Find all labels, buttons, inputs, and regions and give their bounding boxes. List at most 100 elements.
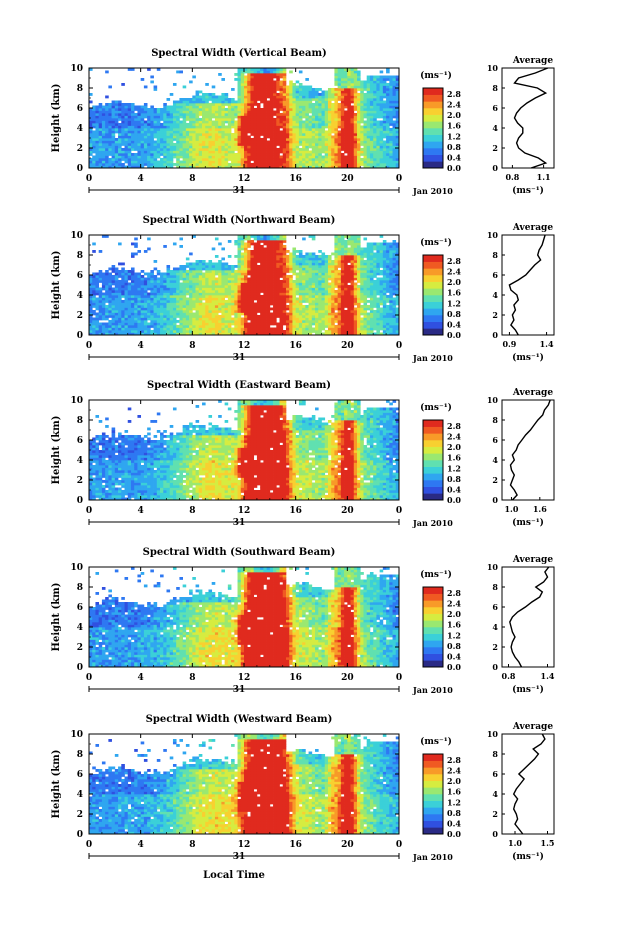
heatmap-cell xyxy=(137,106,141,109)
heatmap-cell xyxy=(344,93,348,96)
heatmap-cell xyxy=(260,98,264,101)
heatmap-cell xyxy=(183,161,187,164)
heatmap-cell xyxy=(283,151,287,154)
heatmap-cell xyxy=(95,161,99,164)
heatmap-cell xyxy=(128,146,132,149)
heatmap-cell xyxy=(276,158,280,161)
heatmap-cell xyxy=(351,101,355,104)
heatmap-cell xyxy=(199,136,203,139)
heatmap-cell xyxy=(228,133,232,136)
heatmap-cell xyxy=(305,158,309,161)
heatmap-cell xyxy=(292,83,296,86)
heatmap-cell xyxy=(305,96,309,99)
heatmap-cell xyxy=(163,141,167,144)
heatmap-cell xyxy=(296,158,300,161)
heatmap-cell xyxy=(118,118,122,121)
heatmap-cell xyxy=(95,128,99,131)
heatmap-cell xyxy=(115,146,119,149)
heatmap-cell xyxy=(89,143,93,146)
heatmap-cell xyxy=(328,91,332,94)
heatmap-cell xyxy=(167,136,171,139)
heatmap-cell xyxy=(176,163,180,166)
heatmap-cell xyxy=(338,161,342,164)
heatmap-cell xyxy=(89,141,93,144)
heatmap-cell xyxy=(241,86,245,89)
heatmap-cell xyxy=(231,148,235,151)
heatmap-cell xyxy=(244,126,248,129)
heatmap-cell xyxy=(102,146,106,149)
heatmap-cell xyxy=(280,88,284,91)
heatmap-cell xyxy=(260,71,264,74)
heatmap-cell xyxy=(267,158,271,161)
heatmap-cell xyxy=(338,86,342,89)
heatmap-cell xyxy=(218,146,222,149)
heatmap-cell xyxy=(257,123,261,126)
heatmap-cell xyxy=(218,128,222,131)
heatmap-cell xyxy=(289,123,293,126)
heatmap-cell xyxy=(99,113,103,116)
heatmap-cell xyxy=(112,158,116,161)
heatmap-cell xyxy=(257,126,261,129)
heatmap-cell xyxy=(234,123,238,126)
heatmap-cell xyxy=(186,133,190,136)
heatmap-cell xyxy=(186,151,190,154)
heatmap-cell xyxy=(228,148,232,151)
heatmap-cell xyxy=(344,141,348,144)
heatmap-cell xyxy=(183,143,187,146)
heatmap-cell xyxy=(234,161,238,164)
heatmap-cell xyxy=(283,158,287,161)
heatmap-cell xyxy=(299,98,303,101)
heatmap-cell xyxy=(283,81,287,84)
heatmap-cell xyxy=(357,148,361,151)
heatmap-cell xyxy=(170,163,174,166)
heatmap-cell xyxy=(179,153,183,156)
heatmap-cell xyxy=(344,136,348,139)
heatmap-cell xyxy=(234,153,238,156)
heatmap-cell xyxy=(215,141,219,144)
heatmap-cell xyxy=(238,101,242,104)
heatmap-cell xyxy=(167,133,171,136)
heatmap-cell xyxy=(173,111,177,114)
heatmap-cell xyxy=(131,138,135,141)
heatmap-cell xyxy=(257,108,261,111)
heatmap-cell xyxy=(263,126,267,129)
heatmap-cell xyxy=(260,131,264,134)
heatmap-cell xyxy=(341,126,345,129)
heatmap-cell xyxy=(312,106,316,109)
heatmap-cell xyxy=(254,76,258,79)
heatmap-cell xyxy=(221,116,225,119)
heatmap-cell xyxy=(315,141,319,144)
heatmap-cell xyxy=(296,151,300,154)
heatmap-cell xyxy=(302,86,306,89)
heatmap-cell xyxy=(160,161,164,164)
heatmap-cell xyxy=(167,121,171,124)
heatmap-cell xyxy=(257,161,261,164)
heatmap-cell xyxy=(215,101,219,104)
heatmap-cell xyxy=(328,98,332,101)
heatmap-cell xyxy=(328,146,332,149)
heatmap-cell xyxy=(341,131,345,134)
heatmap-cell xyxy=(299,88,303,91)
heatmap-cell xyxy=(331,108,335,111)
heatmap-cell xyxy=(312,128,316,131)
heatmap-cell xyxy=(173,123,177,126)
heatmap-cell xyxy=(176,151,180,154)
heatmap-cell xyxy=(125,116,129,119)
heatmap-cell xyxy=(273,136,277,139)
heatmap-cell xyxy=(247,121,251,124)
heatmap-cell xyxy=(189,133,193,136)
heatmap-cell xyxy=(260,78,264,81)
heatmap-cell xyxy=(105,116,109,119)
heatmap-cell xyxy=(112,141,116,144)
heatmap-cell xyxy=(322,116,326,119)
heatmap-cell xyxy=(183,163,187,166)
heatmap-cell xyxy=(305,143,309,146)
heatmap-cell xyxy=(357,158,361,161)
heatmap-cell xyxy=(312,146,316,149)
heatmap-cell xyxy=(218,133,222,136)
heatmap-cell xyxy=(260,111,264,114)
heatmap-cell xyxy=(273,83,277,86)
heatmap-cell xyxy=(247,73,251,76)
heatmap-cell xyxy=(121,133,125,136)
heatmap-cell xyxy=(296,148,300,151)
